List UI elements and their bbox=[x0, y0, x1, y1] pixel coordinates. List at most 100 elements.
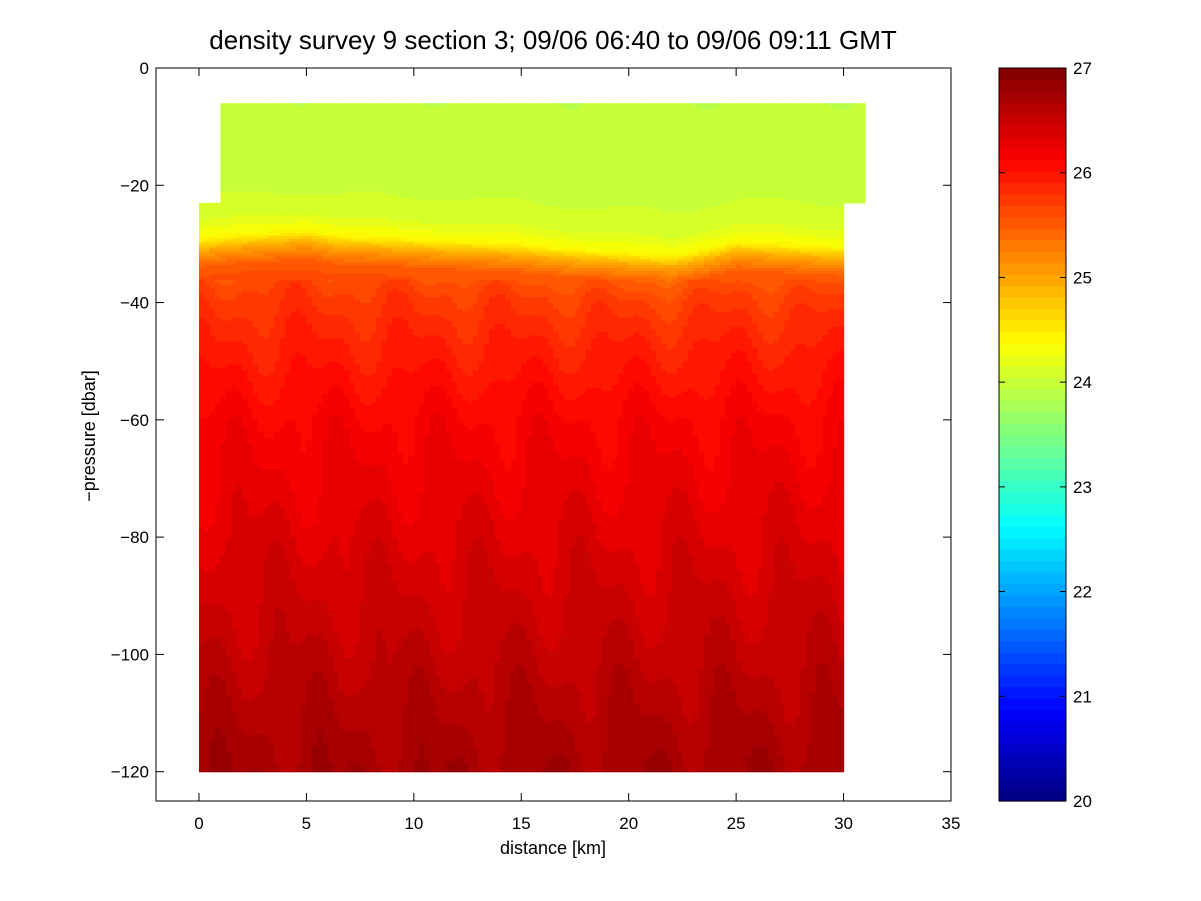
density-cell bbox=[247, 654, 254, 658]
density-cell bbox=[274, 601, 281, 606]
density-cell bbox=[268, 589, 275, 594]
density-cell bbox=[198, 411, 205, 415]
density-cell bbox=[209, 531, 216, 535]
density-cell bbox=[241, 393, 248, 397]
density-cell bbox=[263, 208, 270, 213]
density-cell bbox=[204, 689, 211, 694]
density-cell bbox=[204, 282, 211, 286]
density-cell bbox=[252, 264, 259, 268]
density-cell bbox=[225, 496, 232, 500]
density-cell bbox=[247, 155, 254, 160]
density-cell bbox=[204, 443, 211, 447]
density-cell bbox=[252, 114, 259, 119]
density-cell bbox=[204, 328, 211, 333]
density-cell bbox=[204, 440, 211, 444]
density-cell bbox=[263, 425, 270, 430]
density-cell bbox=[215, 739, 222, 743]
density-cell bbox=[209, 252, 216, 257]
density-cell bbox=[247, 601, 254, 606]
density-cell bbox=[220, 487, 227, 491]
density-cell bbox=[252, 493, 259, 497]
density-cell bbox=[241, 179, 248, 183]
density-cell bbox=[274, 510, 281, 515]
density-cell bbox=[241, 762, 248, 767]
density-cell bbox=[225, 718, 232, 723]
density-cell bbox=[220, 205, 227, 210]
density-cell bbox=[220, 542, 227, 547]
density-cell bbox=[225, 727, 232, 732]
density-cell bbox=[204, 519, 211, 524]
density-cell bbox=[247, 718, 254, 723]
density-cell bbox=[220, 211, 227, 216]
density-cell bbox=[209, 504, 216, 509]
density-cell bbox=[252, 566, 259, 570]
density-cell bbox=[225, 308, 232, 312]
density-cell bbox=[209, 663, 216, 667]
density-cell bbox=[258, 586, 265, 591]
density-cell bbox=[268, 501, 275, 506]
density-cell bbox=[215, 707, 222, 711]
density-cell bbox=[268, 408, 275, 412]
density-cell bbox=[204, 666, 211, 670]
density-cell bbox=[204, 759, 211, 764]
density-cell bbox=[241, 402, 248, 406]
density-cell bbox=[236, 455, 243, 459]
density-cell bbox=[236, 759, 243, 764]
density-cell bbox=[204, 343, 211, 348]
density-cell bbox=[231, 501, 238, 506]
density-cell bbox=[220, 399, 227, 403]
density-cell bbox=[252, 161, 259, 166]
density-cell bbox=[215, 270, 222, 274]
density-cell bbox=[263, 721, 270, 726]
density-cell bbox=[268, 355, 275, 359]
density-cell bbox=[268, 372, 275, 377]
density-cell bbox=[274, 689, 281, 694]
density-cell bbox=[252, 223, 259, 227]
density-cell bbox=[274, 311, 281, 315]
density-cell bbox=[247, 413, 254, 418]
density-cell bbox=[258, 431, 265, 436]
density-cell bbox=[236, 120, 243, 125]
density-cell bbox=[231, 317, 238, 321]
density-cell bbox=[241, 475, 248, 480]
density-cell bbox=[215, 249, 222, 254]
density-cell bbox=[263, 751, 270, 755]
density-cell bbox=[252, 496, 259, 500]
density-cell bbox=[258, 287, 265, 292]
density-cell bbox=[241, 642, 248, 647]
density-cell bbox=[220, 343, 227, 348]
density-cell bbox=[263, 504, 270, 509]
density-cell bbox=[198, 595, 205, 600]
density-cell bbox=[231, 147, 238, 151]
density-cell bbox=[236, 449, 243, 453]
density-cell bbox=[241, 334, 248, 339]
density-cell bbox=[220, 425, 227, 430]
density-cell bbox=[231, 290, 238, 295]
density-cell bbox=[252, 129, 259, 134]
density-cell bbox=[241, 704, 248, 708]
density-cell bbox=[247, 686, 254, 691]
density-cell bbox=[231, 243, 238, 248]
density-cell bbox=[241, 419, 248, 424]
density-cell bbox=[204, 639, 211, 644]
density-cell bbox=[198, 223, 205, 227]
density-cell bbox=[209, 666, 216, 670]
density-cell bbox=[241, 443, 248, 447]
density-cell bbox=[231, 742, 238, 746]
density-cell bbox=[236, 452, 243, 456]
density-cell bbox=[247, 713, 254, 717]
density-cell bbox=[209, 519, 216, 524]
density-cell bbox=[225, 742, 232, 746]
density-cell bbox=[198, 759, 205, 764]
density-cell bbox=[231, 370, 238, 374]
density-cell bbox=[263, 736, 270, 741]
density-cell bbox=[241, 396, 248, 400]
density-cell bbox=[225, 607, 232, 612]
density-cell bbox=[231, 569, 238, 573]
density-cell bbox=[220, 677, 227, 682]
density-cell bbox=[241, 522, 248, 526]
density-cell bbox=[241, 695, 248, 699]
density-cell bbox=[247, 299, 254, 304]
density-cell bbox=[241, 155, 248, 160]
density-cell bbox=[204, 390, 211, 395]
